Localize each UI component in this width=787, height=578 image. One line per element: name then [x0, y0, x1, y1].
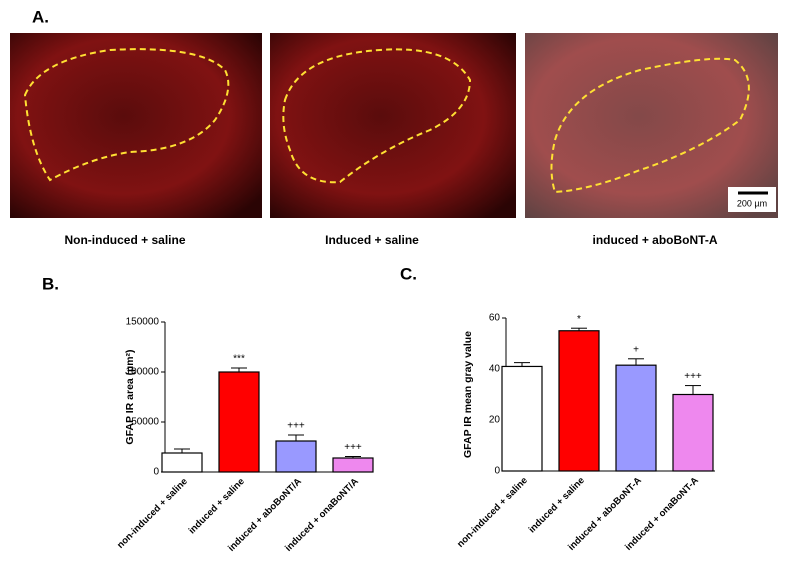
- bar: [218, 371, 260, 473]
- y-tick-label: 50000: [131, 417, 159, 428]
- bar: [275, 440, 317, 473]
- scale-bar-label: 200 µm: [737, 198, 767, 208]
- y-tick-label: 20: [489, 415, 501, 426]
- x-tick-label: induced + saline: [527, 475, 587, 535]
- x-tick-label: induced + saline: [187, 476, 247, 536]
- panel-label: C.: [400, 264, 417, 283]
- image-caption: Induced + saline: [325, 233, 419, 247]
- y-tick-label: 40: [489, 364, 501, 375]
- significance-label: ***: [233, 354, 245, 365]
- x-tick-label: non-induced + saline: [455, 475, 530, 550]
- bar: [672, 393, 714, 472]
- y-tick-label: 60: [489, 313, 501, 324]
- micrograph: [270, 33, 516, 218]
- y-tick-label: 0: [494, 466, 500, 477]
- bar: [501, 365, 543, 472]
- y-tick-label: 150000: [126, 317, 160, 328]
- micrograph: [10, 33, 262, 218]
- significance-label: +: [633, 344, 639, 355]
- bar: [161, 452, 203, 473]
- x-tick-label: non-induced + saline: [115, 476, 190, 551]
- bar: [558, 330, 600, 472]
- y-tick-label: 100000: [126, 367, 160, 378]
- image-caption: induced + aboBoNT-A: [592, 233, 717, 247]
- bar: [332, 457, 374, 473]
- bar: [615, 364, 657, 472]
- y-axis-title: GFAP IR mean gray value: [462, 331, 474, 458]
- image-caption: Non-induced + saline: [64, 233, 185, 247]
- significance-label: *: [577, 314, 581, 325]
- significance-label: +++: [684, 371, 702, 382]
- significance-label: +++: [287, 421, 305, 432]
- panel-label: A.: [32, 7, 49, 26]
- micrograph: 200 µm: [525, 33, 778, 218]
- panel-label: B.: [42, 274, 59, 293]
- y-tick-label: 0: [153, 467, 159, 478]
- significance-label: +++: [344, 442, 362, 453]
- y-axis-title: GFAP IR area (µm²): [124, 349, 136, 444]
